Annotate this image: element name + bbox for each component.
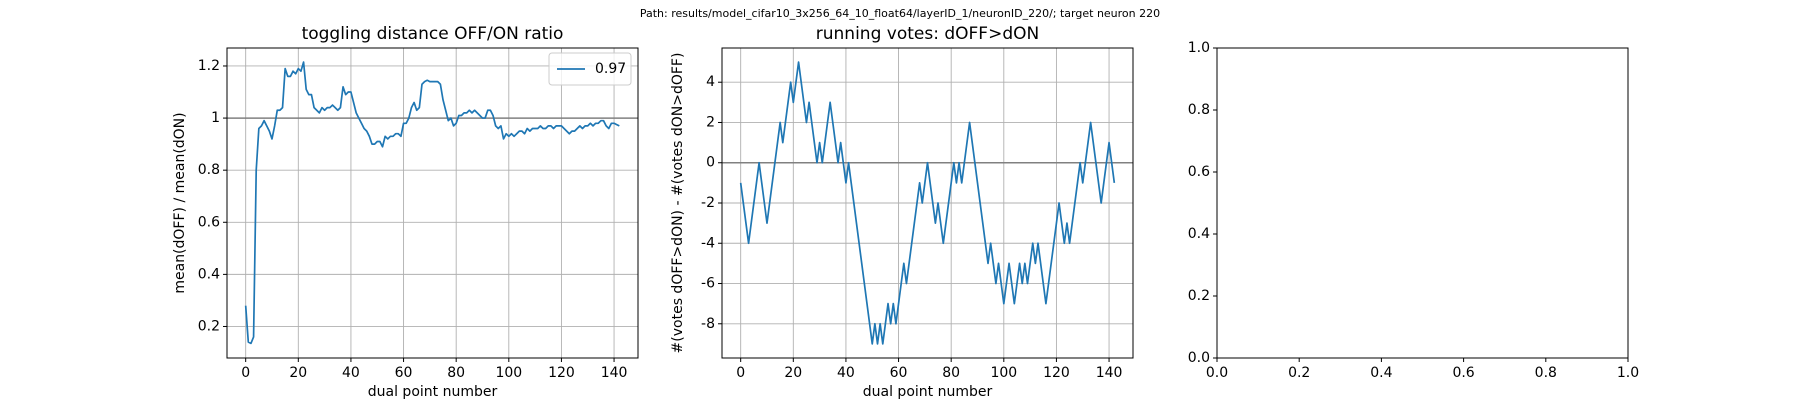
x-tick-label: 0.6 xyxy=(1452,365,1474,381)
x-tick-label: 20 xyxy=(784,365,802,381)
y-tick-label: -4 xyxy=(701,235,715,251)
x-tick-label: 40 xyxy=(342,365,360,381)
data-line xyxy=(244,61,620,345)
x-tick-label: 0.8 xyxy=(1535,365,1557,381)
x-tick-label: 140 xyxy=(601,365,628,381)
x-tick-label: 0.4 xyxy=(1370,365,1392,381)
x-tick-label: 100 xyxy=(990,365,1017,381)
legend-label: 0.97 xyxy=(595,61,626,77)
axes-frame xyxy=(226,47,639,359)
y-tick-label: 1 xyxy=(211,110,220,126)
y-tick-label: 0.6 xyxy=(198,214,220,230)
y-tick-label: 0.2 xyxy=(1188,288,1210,304)
chart-title: running votes: dOFF>dON xyxy=(816,24,1039,44)
x-tick-label: 0 xyxy=(736,365,745,381)
figure-title: Path: results/model_cifar10_3x256_64_10_… xyxy=(640,7,1160,20)
x-tick-label: 60 xyxy=(395,365,413,381)
y-axis-label: mean(dOFF) / mean(dON) xyxy=(172,112,188,293)
y-tick-label: 0.0 xyxy=(1188,350,1210,366)
y-tick-label: 0.4 xyxy=(1188,226,1210,242)
y-tick-label: -8 xyxy=(701,316,715,332)
y-tick-label: 0.2 xyxy=(198,318,220,334)
y-tick-label: 2 xyxy=(706,114,715,130)
x-axis-label: dual point number xyxy=(863,384,993,400)
y-tick-label: 0 xyxy=(706,155,715,171)
x-tick-label: 80 xyxy=(447,365,465,381)
chart-title: toggling distance OFF/ON ratio xyxy=(302,24,564,44)
y-tick-label: -6 xyxy=(701,276,715,292)
x-tick-label: 140 xyxy=(1096,365,1123,381)
y-tick-label: 0.8 xyxy=(198,162,220,178)
y-tick-label: 1.0 xyxy=(1188,40,1210,56)
x-tick-label: 120 xyxy=(1043,365,1070,381)
axes-frame xyxy=(721,47,1134,359)
y-tick-label: 1.2 xyxy=(198,58,220,74)
x-tick-label: 60 xyxy=(890,365,908,381)
data-line xyxy=(739,61,1116,345)
x-tick-label: 1.0 xyxy=(1617,365,1639,381)
x-tick-label: 120 xyxy=(548,365,575,381)
y-tick-label: 0.8 xyxy=(1188,102,1210,118)
x-tick-label: 20 xyxy=(289,365,307,381)
x-tick-label: 100 xyxy=(495,365,522,381)
y-axis-label: #(votes dOFF>dON) - #(votes dON>dOFF) xyxy=(670,53,686,354)
x-tick-label: 0.0 xyxy=(1206,365,1228,381)
y-tick-label: 0.6 xyxy=(1188,164,1210,180)
y-tick-label: 4 xyxy=(706,74,715,90)
y-tick-label: -2 xyxy=(701,195,715,211)
x-tick-label: 0 xyxy=(241,365,250,381)
x-tick-label: 40 xyxy=(837,365,855,381)
axes-frame xyxy=(1216,47,1629,359)
x-axis-label: dual point number xyxy=(368,384,498,400)
y-tick-label: 0.4 xyxy=(198,266,220,282)
x-tick-label: 80 xyxy=(942,365,960,381)
legend: 0.97 xyxy=(548,52,632,86)
legend-box xyxy=(548,52,632,86)
x-tick-label: 0.2 xyxy=(1288,365,1310,381)
